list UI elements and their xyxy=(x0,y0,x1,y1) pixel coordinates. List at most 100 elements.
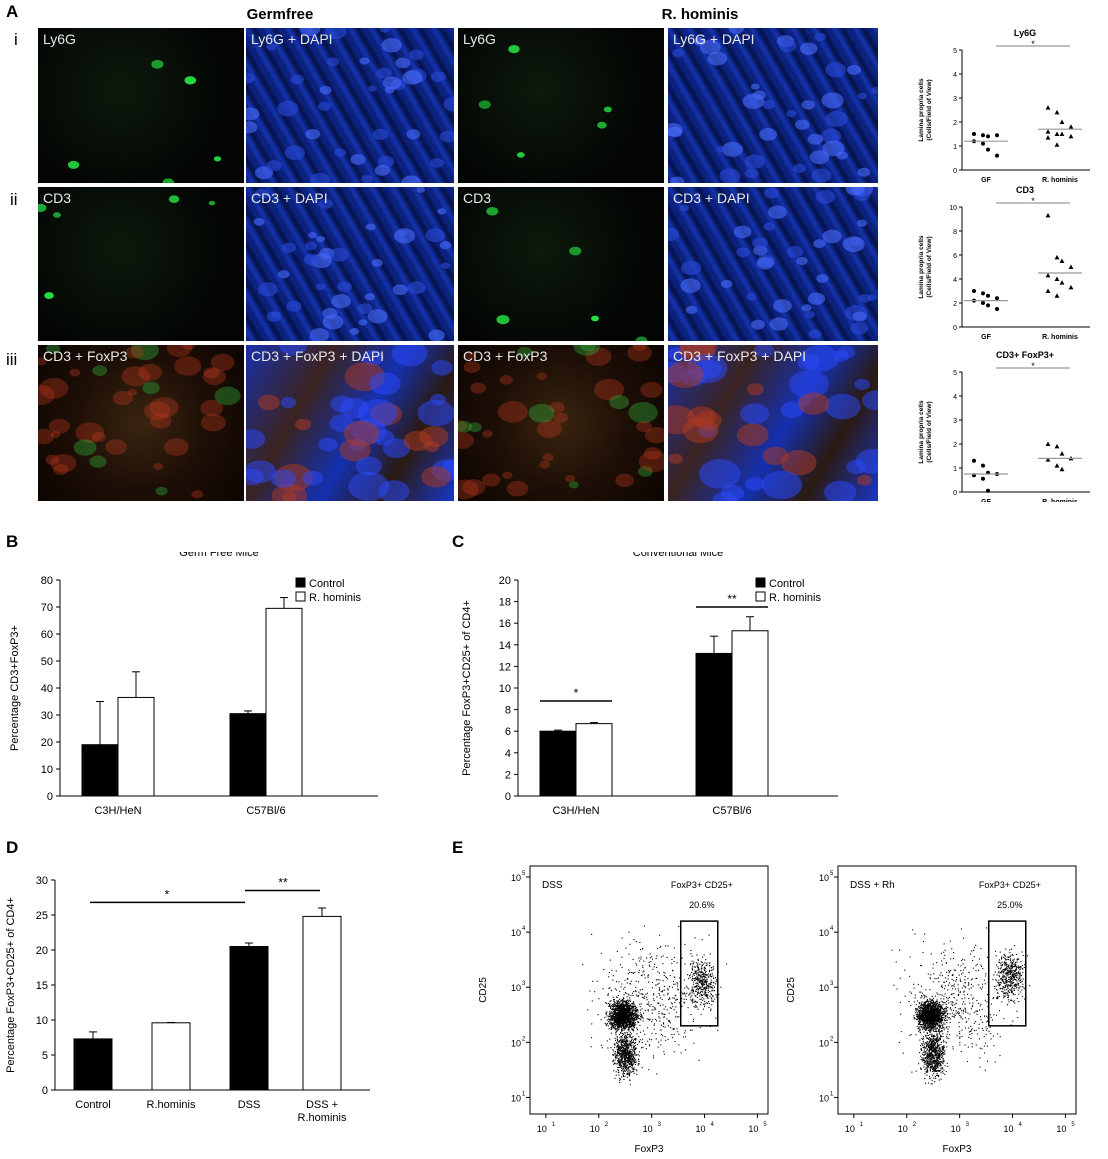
event-dot xyxy=(616,1045,618,1048)
event-dot xyxy=(620,1058,622,1061)
event-dot xyxy=(710,981,712,983)
event-dot xyxy=(633,1055,635,1057)
event-dot xyxy=(610,1000,612,1002)
event-dot xyxy=(945,1019,947,1021)
event-dot xyxy=(630,1018,632,1020)
event-dot xyxy=(671,1034,673,1036)
event-dot xyxy=(612,1018,614,1020)
event-dot xyxy=(614,1027,616,1029)
event-dot xyxy=(935,1013,937,1015)
event-dot xyxy=(613,1063,615,1065)
y-tick-label: 30 xyxy=(36,875,48,887)
data-point-gf xyxy=(981,301,985,305)
event-dot xyxy=(922,1010,924,1012)
y-tick-label: 10 xyxy=(949,205,957,212)
event-dot xyxy=(920,1004,922,1006)
event-dot xyxy=(610,1026,612,1029)
event-dot xyxy=(711,1000,713,1002)
event-dot xyxy=(661,1013,663,1015)
event-dot xyxy=(941,1027,943,1029)
event-dot xyxy=(696,969,698,971)
event-dot xyxy=(612,1022,614,1024)
event-dot xyxy=(617,1058,619,1060)
event-dot xyxy=(629,1045,631,1047)
event-dot xyxy=(934,1011,936,1013)
event-dot xyxy=(621,1040,623,1042)
event-dot xyxy=(713,986,716,988)
significance-marker: ** xyxy=(727,592,737,606)
event-dot xyxy=(629,1074,631,1076)
event-dot xyxy=(697,988,700,990)
event-dot xyxy=(696,979,698,981)
event-dot xyxy=(692,1018,695,1020)
event-dot xyxy=(683,1001,685,1003)
event-dot xyxy=(630,1004,632,1006)
event-dot xyxy=(925,1013,927,1015)
event-dot xyxy=(614,1017,616,1019)
event-dot xyxy=(940,1026,942,1028)
event-dot xyxy=(624,1042,626,1044)
event-dot xyxy=(623,1063,625,1065)
event-dot xyxy=(931,1020,933,1022)
event-dot xyxy=(629,1019,631,1021)
event-dot xyxy=(913,1018,915,1020)
event-dot xyxy=(622,1044,624,1046)
event-dot xyxy=(625,1010,627,1012)
event-dot xyxy=(930,1005,932,1008)
event-dot xyxy=(618,1022,620,1024)
event-dot xyxy=(696,974,698,976)
event-dot xyxy=(625,1036,627,1038)
event-dot xyxy=(935,1024,937,1026)
cell-blob xyxy=(716,145,726,153)
event-dot xyxy=(669,998,671,1000)
event-dot xyxy=(626,1020,628,1022)
event-dot xyxy=(659,997,662,999)
event-dot xyxy=(617,1021,619,1023)
event-dot xyxy=(619,1025,621,1027)
event-dot xyxy=(925,1018,927,1020)
event-dot xyxy=(627,1054,629,1056)
event-dot xyxy=(613,1003,615,1005)
x-category-label: C57Bl/6 xyxy=(712,805,751,817)
event-dot xyxy=(623,1033,625,1035)
event-dot xyxy=(623,1010,625,1012)
event-dot xyxy=(707,975,709,977)
event-dot xyxy=(694,977,697,979)
event-dot xyxy=(633,1052,636,1055)
event-dot xyxy=(706,1002,708,1004)
event-dot xyxy=(618,1045,620,1047)
event-dot xyxy=(942,1007,944,1009)
event-dot xyxy=(924,1015,926,1017)
event-dot xyxy=(928,1008,930,1010)
event-dot xyxy=(625,1020,627,1022)
event-dot xyxy=(621,1011,623,1013)
event-dot xyxy=(702,1003,704,1005)
event-dot xyxy=(649,953,651,955)
event-dot xyxy=(923,1005,925,1007)
data-point-r-hominis xyxy=(1054,443,1060,449)
event-dot xyxy=(925,1005,927,1007)
event-dot xyxy=(921,1028,924,1030)
event-dot xyxy=(635,1059,637,1061)
event-dot xyxy=(709,964,711,966)
event-dot xyxy=(695,985,697,987)
event-dot xyxy=(632,1006,634,1008)
cell-blob xyxy=(528,403,555,423)
event-dot xyxy=(673,983,675,985)
event-dot xyxy=(692,1020,695,1022)
event-dot xyxy=(658,1016,660,1018)
event-dot xyxy=(919,1007,921,1009)
cell-blob xyxy=(759,127,778,141)
event-dot xyxy=(626,1076,628,1078)
event-dot xyxy=(628,1028,630,1030)
event-dot xyxy=(622,1001,624,1003)
event-dot xyxy=(609,1038,611,1040)
cell-blob xyxy=(687,406,717,428)
event-dot xyxy=(933,1002,935,1004)
event-dot xyxy=(651,1032,653,1034)
event-dot xyxy=(697,966,699,968)
event-dot xyxy=(937,1006,939,1008)
cell-blob xyxy=(539,460,551,469)
event-dot xyxy=(707,985,709,987)
event-dot xyxy=(624,1035,626,1037)
